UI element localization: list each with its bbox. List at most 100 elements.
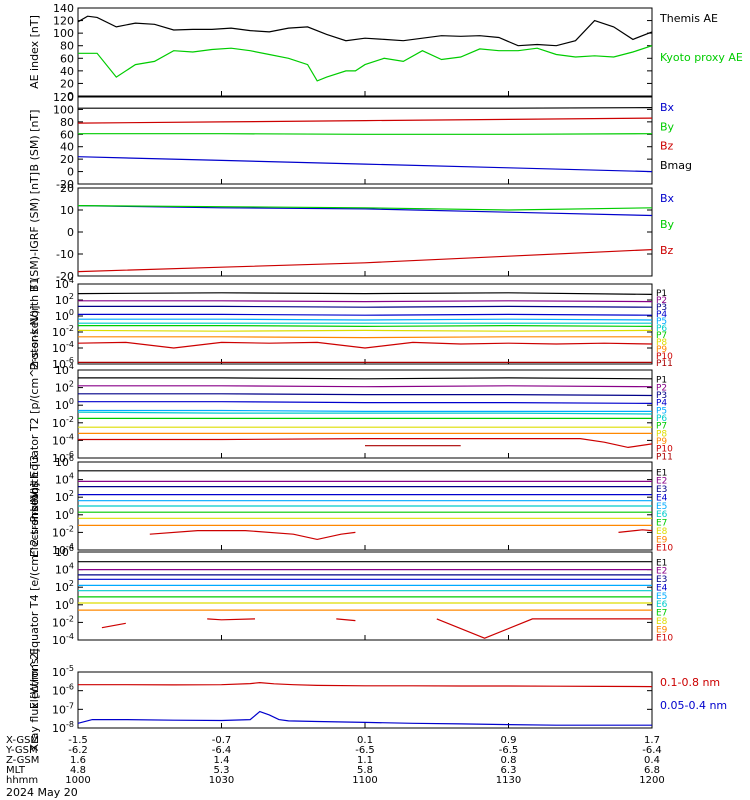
panel-8: 10-8 10-7 10-6 10-5 Xray flux [W/m^2] 0.1-0.8… <box>28 649 727 752</box>
y-tick-label: 0 <box>67 226 74 239</box>
series-line-p9 <box>78 336 652 339</box>
y-tick-label: 10-6 <box>52 683 74 698</box>
x-row-value: 0.9 <box>501 735 517 746</box>
series-line-p2 <box>78 385 653 388</box>
legend-entry: E4 <box>656 583 668 593</box>
legend-entry: Bz <box>660 140 674 153</box>
x-row-value: 1.4 <box>214 755 230 766</box>
x-row-value: 1130 <box>496 775 521 786</box>
legend-entry: E3 <box>656 485 667 495</box>
legend-entry: P7 <box>656 422 667 432</box>
legend-entry: E2 <box>656 567 667 577</box>
y-tick-label: 102 <box>55 489 74 504</box>
x-row-name: X-GSM <box>6 735 39 746</box>
legend-entry: P5 <box>656 406 667 416</box>
y-tick-label: 10-5 <box>52 664 74 679</box>
x-row-value: 5.8 <box>357 765 373 776</box>
legend-entry: P7 <box>656 331 667 341</box>
legend-entry: E6 <box>656 510 668 520</box>
y-tick-label: 10-4 <box>52 632 74 647</box>
legend-entry: P9 <box>656 345 667 355</box>
legend-entry: P11 <box>656 359 673 369</box>
y-tick-label: 100 <box>53 27 74 40</box>
y-tick-label: -20 <box>56 178 74 191</box>
legend-entry: P11 <box>656 452 673 462</box>
legend-entry: By <box>660 120 675 133</box>
y-tick-label: 100 <box>55 308 74 323</box>
legend-entry: P10 <box>656 352 673 362</box>
y-tick-label: 10-2 <box>52 415 74 430</box>
y-tick-label: 106 <box>55 454 74 469</box>
y-tick-label: 10-2 <box>52 524 74 539</box>
x-row-value: 6.8 <box>644 765 660 776</box>
series-line-p1 <box>78 377 653 380</box>
legend-entry: P8 <box>656 429 667 439</box>
series-line-p6 <box>77 411 653 415</box>
y-tick-label: 10-7 <box>52 701 74 716</box>
legend-entry: P3 <box>656 391 667 401</box>
x-row-value: 1000 <box>65 775 90 786</box>
y-axis-label: Protons Equator T2 [p/(cm^2-s-sr-keV)] <box>28 306 41 523</box>
legend-entry: E3 <box>656 575 667 585</box>
y-tick-label: 80 <box>60 40 74 53</box>
x-row-value: 1.7 <box>644 735 660 746</box>
x-row-value: -6.5 <box>355 745 375 756</box>
legend-entry: Bx <box>660 192 675 205</box>
y-tick-label: 80 <box>60 116 74 129</box>
panel-frame <box>77 551 653 641</box>
series-line-p5 <box>78 318 653 321</box>
legend-entry: Bmag <box>660 159 692 172</box>
series-line-bx <box>77 156 653 173</box>
series-line-p3 <box>78 393 653 397</box>
series-line-bz <box>77 117 653 124</box>
x-row-value: 1100 <box>352 775 377 786</box>
y-axis-label: Electrons North T3 <box>28 455 41 557</box>
y-tick-label: 0 <box>67 90 74 103</box>
legend-entry: E9 <box>656 535 668 545</box>
x-row-value: 5.3 <box>214 765 230 776</box>
legend-entry: E10 <box>656 634 673 644</box>
legend-entry: P5 <box>656 317 667 327</box>
legend-entry: P1 <box>656 376 667 386</box>
series-line-by <box>78 133 653 135</box>
x-row-value: 0.4 <box>644 755 660 766</box>
x-axis-table: X-GSM -1.5 -0.7 0.1 0.9 1.7 Y-GSM -6.2 -6.4 -6.5 -… <box>5 735 665 786</box>
series-line-bz <box>77 249 653 273</box>
y-tick-label: -10 <box>56 248 74 261</box>
panel-3: -20 -10 0 10 20 B (SM)-IGRF (SM) [nT] Bx By Bz <box>28 172 675 292</box>
legend-entry: Themis AE <box>659 12 718 25</box>
series-line-bmag <box>78 107 653 109</box>
legend-entry: E4 <box>656 493 668 503</box>
series-line-p7 <box>78 324 653 328</box>
legend-entry: E7 <box>656 519 667 529</box>
series-line-e10d <box>436 618 652 639</box>
legend-entry: Bx <box>660 101 675 114</box>
y-tick-label: 10-8 <box>52 720 74 735</box>
series-line-bx <box>77 205 653 217</box>
y-tick-label: 120 <box>53 91 74 104</box>
series-line-p10 <box>78 438 653 449</box>
x-row-name: MLT <box>6 765 26 776</box>
legend-entry: Kyoto proxy AE <box>660 51 743 64</box>
y-tick-label: 120 <box>53 15 74 28</box>
panel-frame <box>77 283 653 365</box>
legend-entry: P1 <box>656 289 667 299</box>
y-tick-label: 104 <box>55 472 74 487</box>
y-tick-label: 0 <box>67 166 74 179</box>
y-axis-label: Xray flux [W/m^2] <box>28 649 41 752</box>
series-line-e10c <box>336 618 356 622</box>
y-tick-label: 104 <box>55 362 74 377</box>
x-row-value: -6.5 <box>499 745 519 756</box>
legend-entry: E5 <box>656 502 667 512</box>
y-tick-label: 10-2 <box>52 614 74 629</box>
y-tick-label: 102 <box>55 579 74 594</box>
y-tick-label: 40 <box>60 141 74 154</box>
y-tick-label: 10 <box>60 204 74 217</box>
legend-entry: P6 <box>656 324 667 334</box>
legend-entry: 0.05-0.4 nm <box>660 699 727 712</box>
